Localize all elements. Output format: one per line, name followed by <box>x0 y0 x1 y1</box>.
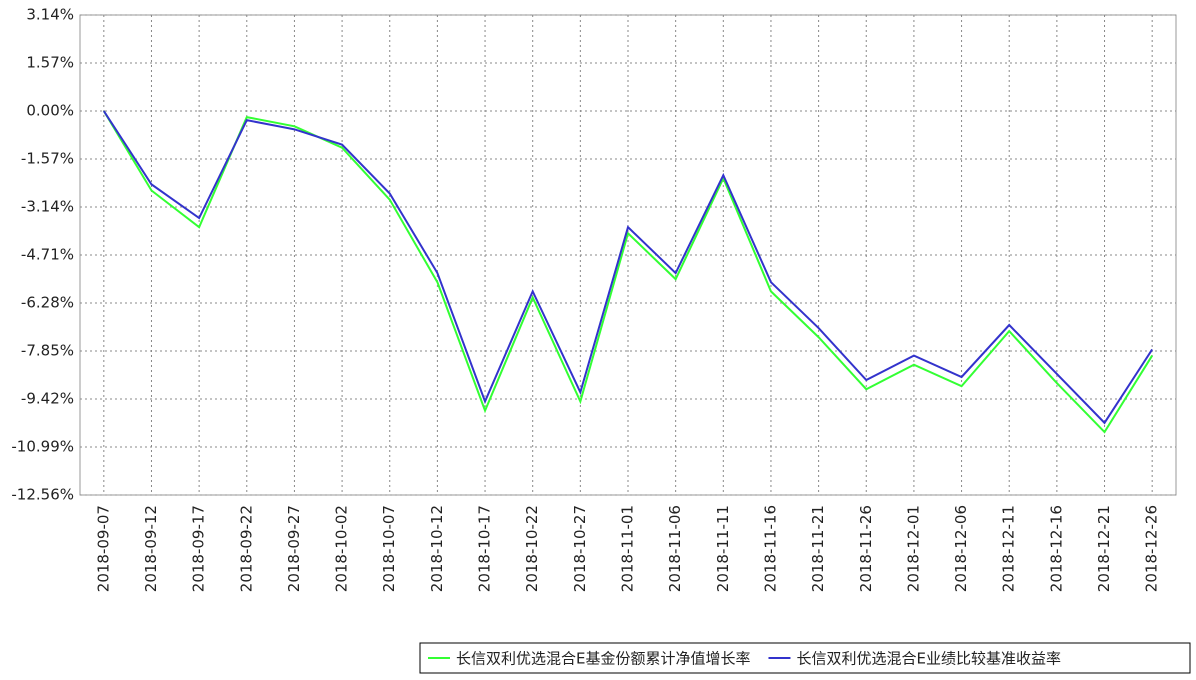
legend-box <box>419 642 1191 674</box>
y-tick-label: -9.42% <box>21 390 74 408</box>
y-tick-label: 1.57% <box>26 54 74 72</box>
series-line <box>102 110 1154 434</box>
x-tick-label: 2018-09-22 <box>237 505 255 592</box>
x-tick-label: 2018-10-22 <box>523 505 541 592</box>
y-tick-label: -10.99% <box>11 438 74 456</box>
x-tick-label: 2018-11-01 <box>619 505 637 592</box>
y-tick-label: -1.57% <box>21 150 74 168</box>
x-tick-label: 2018-10-07 <box>380 505 398 592</box>
x-tick-label: 2018-12-26 <box>1143 505 1161 592</box>
x-tick-label: 2018-11-16 <box>761 505 779 592</box>
y-tick-label: -3.14% <box>21 198 74 216</box>
x-tick-label: 2018-09-27 <box>285 505 303 592</box>
x-tick-label: 2018-10-02 <box>333 505 351 592</box>
x-tick-label: 2018-11-26 <box>857 505 875 592</box>
x-tick-label: 2018-12-11 <box>1000 505 1018 592</box>
series-line <box>102 110 1154 425</box>
x-tick-label: 2018-10-17 <box>476 505 494 592</box>
legend-label: 长信双利优选混合E基金份额累计净值增长率 <box>456 650 750 668</box>
y-tick-label: -7.85% <box>21 342 74 360</box>
x-tick-label: 2018-09-17 <box>190 505 208 592</box>
legend-label: 长信双利优选混合E业绩比较基准收益率 <box>796 650 1060 668</box>
x-tick-label: 2018-12-06 <box>952 505 970 592</box>
x-tick-label: 2018-11-06 <box>666 505 684 592</box>
x-tick-label: 2018-09-12 <box>142 505 160 592</box>
x-tick-label: 2018-09-07 <box>94 505 112 592</box>
x-tick-label: 2018-12-01 <box>904 505 922 592</box>
y-tick-label: -6.28% <box>21 294 74 312</box>
x-tick-label: 2018-10-27 <box>571 505 589 592</box>
x-tick-label: 2018-11-21 <box>809 505 827 592</box>
x-tick-label: 2018-11-11 <box>714 505 732 592</box>
x-tick-label: 2018-10-12 <box>428 505 446 592</box>
y-tick-label: -4.71% <box>21 246 74 264</box>
y-tick-label: 0.00% <box>26 102 74 120</box>
x-tick-label: 2018-12-21 <box>1095 505 1113 592</box>
x-tick-label: 2018-12-16 <box>1047 505 1065 592</box>
y-tick-label: 3.14% <box>26 6 74 24</box>
y-tick-label: -12.56% <box>11 486 74 504</box>
